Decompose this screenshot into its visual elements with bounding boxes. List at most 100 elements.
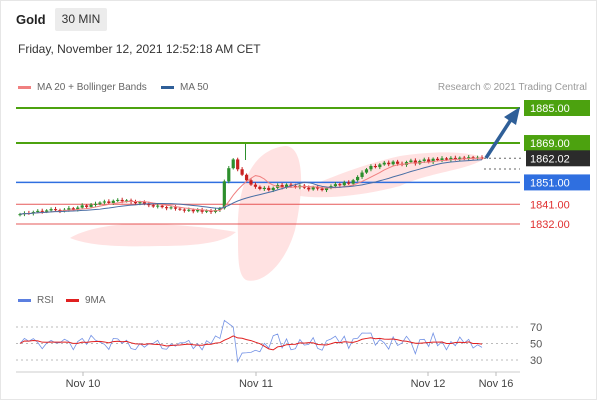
candle-body [111,200,115,203]
candle-body [467,157,471,159]
candle-body [480,157,484,159]
candle-body [324,187,329,191]
legend-rsi-label: RSI [37,295,54,306]
x-tick-label: Nov 16 [479,378,514,390]
candle-body [431,158,435,163]
candle-body [462,157,466,159]
candle-body [347,182,351,184]
candle-body [351,180,355,184]
candle-body [58,209,62,212]
candle-body [427,159,431,163]
candle-body [249,180,253,185]
timeframe-button[interactable]: 30 MIN [55,8,107,31]
candle-body [395,161,400,164]
candle-body [151,205,155,207]
candle-body [227,168,231,182]
level-label-box [524,100,590,116]
candle-body [333,184,338,187]
rsi-axis-label: 50 [530,339,542,351]
candle-body [231,159,235,169]
candle-body [85,205,89,207]
candle-body [307,187,311,190]
ma9-swatch-icon [66,299,79,302]
candle-body [164,207,169,209]
x-tick-label: Nov 12 [411,378,446,390]
candle-body [18,214,22,216]
candle-body [45,210,49,212]
candle-body [369,166,373,170]
candle-body [222,181,226,209]
rsi-axis-label: 30 [530,355,542,367]
candle-body [253,184,258,187]
candle-body [342,182,346,186]
candle-body [120,199,124,202]
candle-body [187,209,191,211]
candle-body [356,176,360,181]
candle-body [196,209,200,212]
candle-body [444,158,449,160]
candle-body [36,210,40,212]
candle-body [413,160,417,164]
chart-header: Gold 30 MIN [0,0,597,36]
forecast-arrow-head [504,107,520,125]
candle-body [409,160,413,163]
candle-body [173,207,178,209]
bollinger-band-area [237,146,302,281]
legend-rsi: RSI [18,295,54,306]
x-tick-label: Nov 10 [66,378,101,390]
candle-body [289,184,293,186]
level-label-box [526,150,590,167]
candle-body [107,201,111,203]
candle-body [53,209,58,211]
level-label-text: 1851.00 [530,177,570,189]
rsi-axis-label: 70 [530,322,542,334]
bollinger-band-area [70,223,236,247]
candle-body [440,158,444,161]
candle-body [116,199,120,201]
candle-body [125,200,129,202]
candle-body [422,159,426,161]
candle-body [378,164,382,168]
candle-body [471,157,475,159]
candle-body [169,207,173,209]
candle-body [364,169,369,173]
forecast-arrow [484,117,514,159]
level-label-text: 1841.00 [530,199,570,211]
candle-body [373,166,377,168]
candle-body [338,184,342,186]
rsi-line [19,319,483,363]
candle-body [49,209,53,211]
candle-body [40,210,44,212]
candle-body [382,162,386,165]
instrument-title: Gold [16,12,46,27]
level-label-text: 1869.00 [530,138,570,150]
legend-ma50-label: MA 50 [180,82,209,93]
candle-body [182,209,186,211]
candle-body [449,157,453,160]
ma50-swatch-icon [161,86,174,89]
credit-text: Research © 2021 Trading Central [437,82,587,93]
candle-body [360,172,364,177]
ma20-swatch-icon [18,86,31,89]
candle-body [147,203,151,206]
level-label-text: 1885.00 [530,103,570,115]
candle-body [133,201,138,204]
ma50-line [19,159,483,215]
candle-body [236,159,240,170]
candle-body [435,158,440,161]
candle-body [391,161,395,165]
candle-body [244,174,249,181]
candle-body [80,205,84,208]
legend-ma50: MA 50 [161,82,208,93]
x-tick-label: Nov 11 [239,378,273,390]
candle-body [280,185,284,188]
candle-body [142,202,146,204]
candle-body [204,210,209,212]
candle-body [316,187,320,189]
candle-body [191,209,195,212]
legend-ma20-label: MA 20 + Bollinger Bands [37,82,147,93]
candle-body [240,169,244,175]
candle-body [67,208,71,210]
rsi-9ma-line [19,335,483,351]
candle-body [200,209,204,212]
